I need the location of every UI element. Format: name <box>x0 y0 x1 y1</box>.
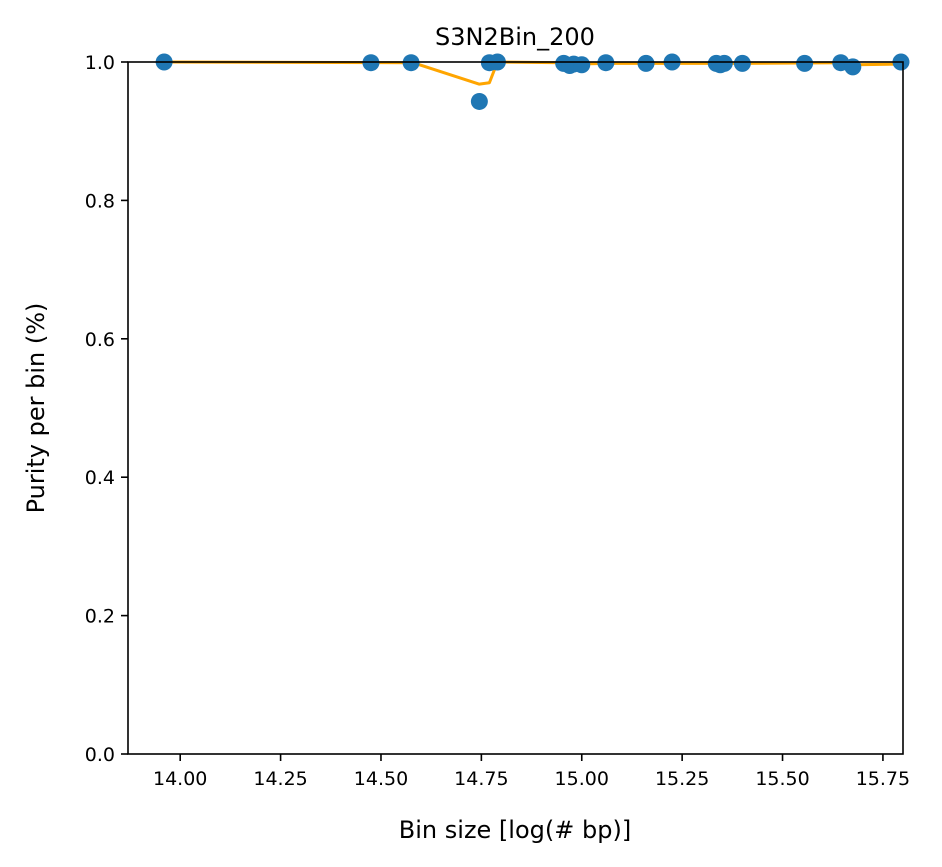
x-tick-label: 15.50 <box>755 768 809 790</box>
chart-title: S3N2Bin_200 <box>435 23 595 51</box>
scatter-point <box>573 56 591 74</box>
x-tick-label: 14.25 <box>253 768 307 790</box>
scatter-point <box>844 58 862 76</box>
y-tick-label: 0.2 <box>85 606 115 628</box>
y-axis-label: Purity per bin (%) <box>22 303 50 514</box>
x-tick-label: 14.50 <box>354 768 408 790</box>
x-tick-label: 15.00 <box>555 768 609 790</box>
scatter-point <box>637 54 655 72</box>
y-tick-label: 0.0 <box>85 744 115 766</box>
x-tick-label: 14.00 <box>153 768 207 790</box>
scatter-point <box>715 54 733 72</box>
y-tick-label: 0.8 <box>85 190 115 212</box>
x-tick-label: 15.75 <box>856 768 910 790</box>
y-tick-label: 1.0 <box>85 52 115 74</box>
x-ticks: 14.00 14.25 14.50 14.75 15.00 15.25 15.50 15.75 <box>153 754 910 790</box>
y-ticks: 0.0 0.2 0.4 0.6 0.8 1.0 <box>85 52 128 766</box>
scatter-point <box>470 92 488 110</box>
y-tick-label: 0.6 <box>85 329 115 351</box>
x-tick-label: 15.25 <box>655 768 709 790</box>
x-axis-label: Bin size [log(# bp)] <box>399 816 631 844</box>
plot-frame <box>127 61 904 755</box>
scatter-point <box>733 54 751 72</box>
y-tick-label: 0.4 <box>85 467 115 489</box>
x-tick-label: 14.75 <box>454 768 508 790</box>
scatter-point <box>796 54 814 72</box>
